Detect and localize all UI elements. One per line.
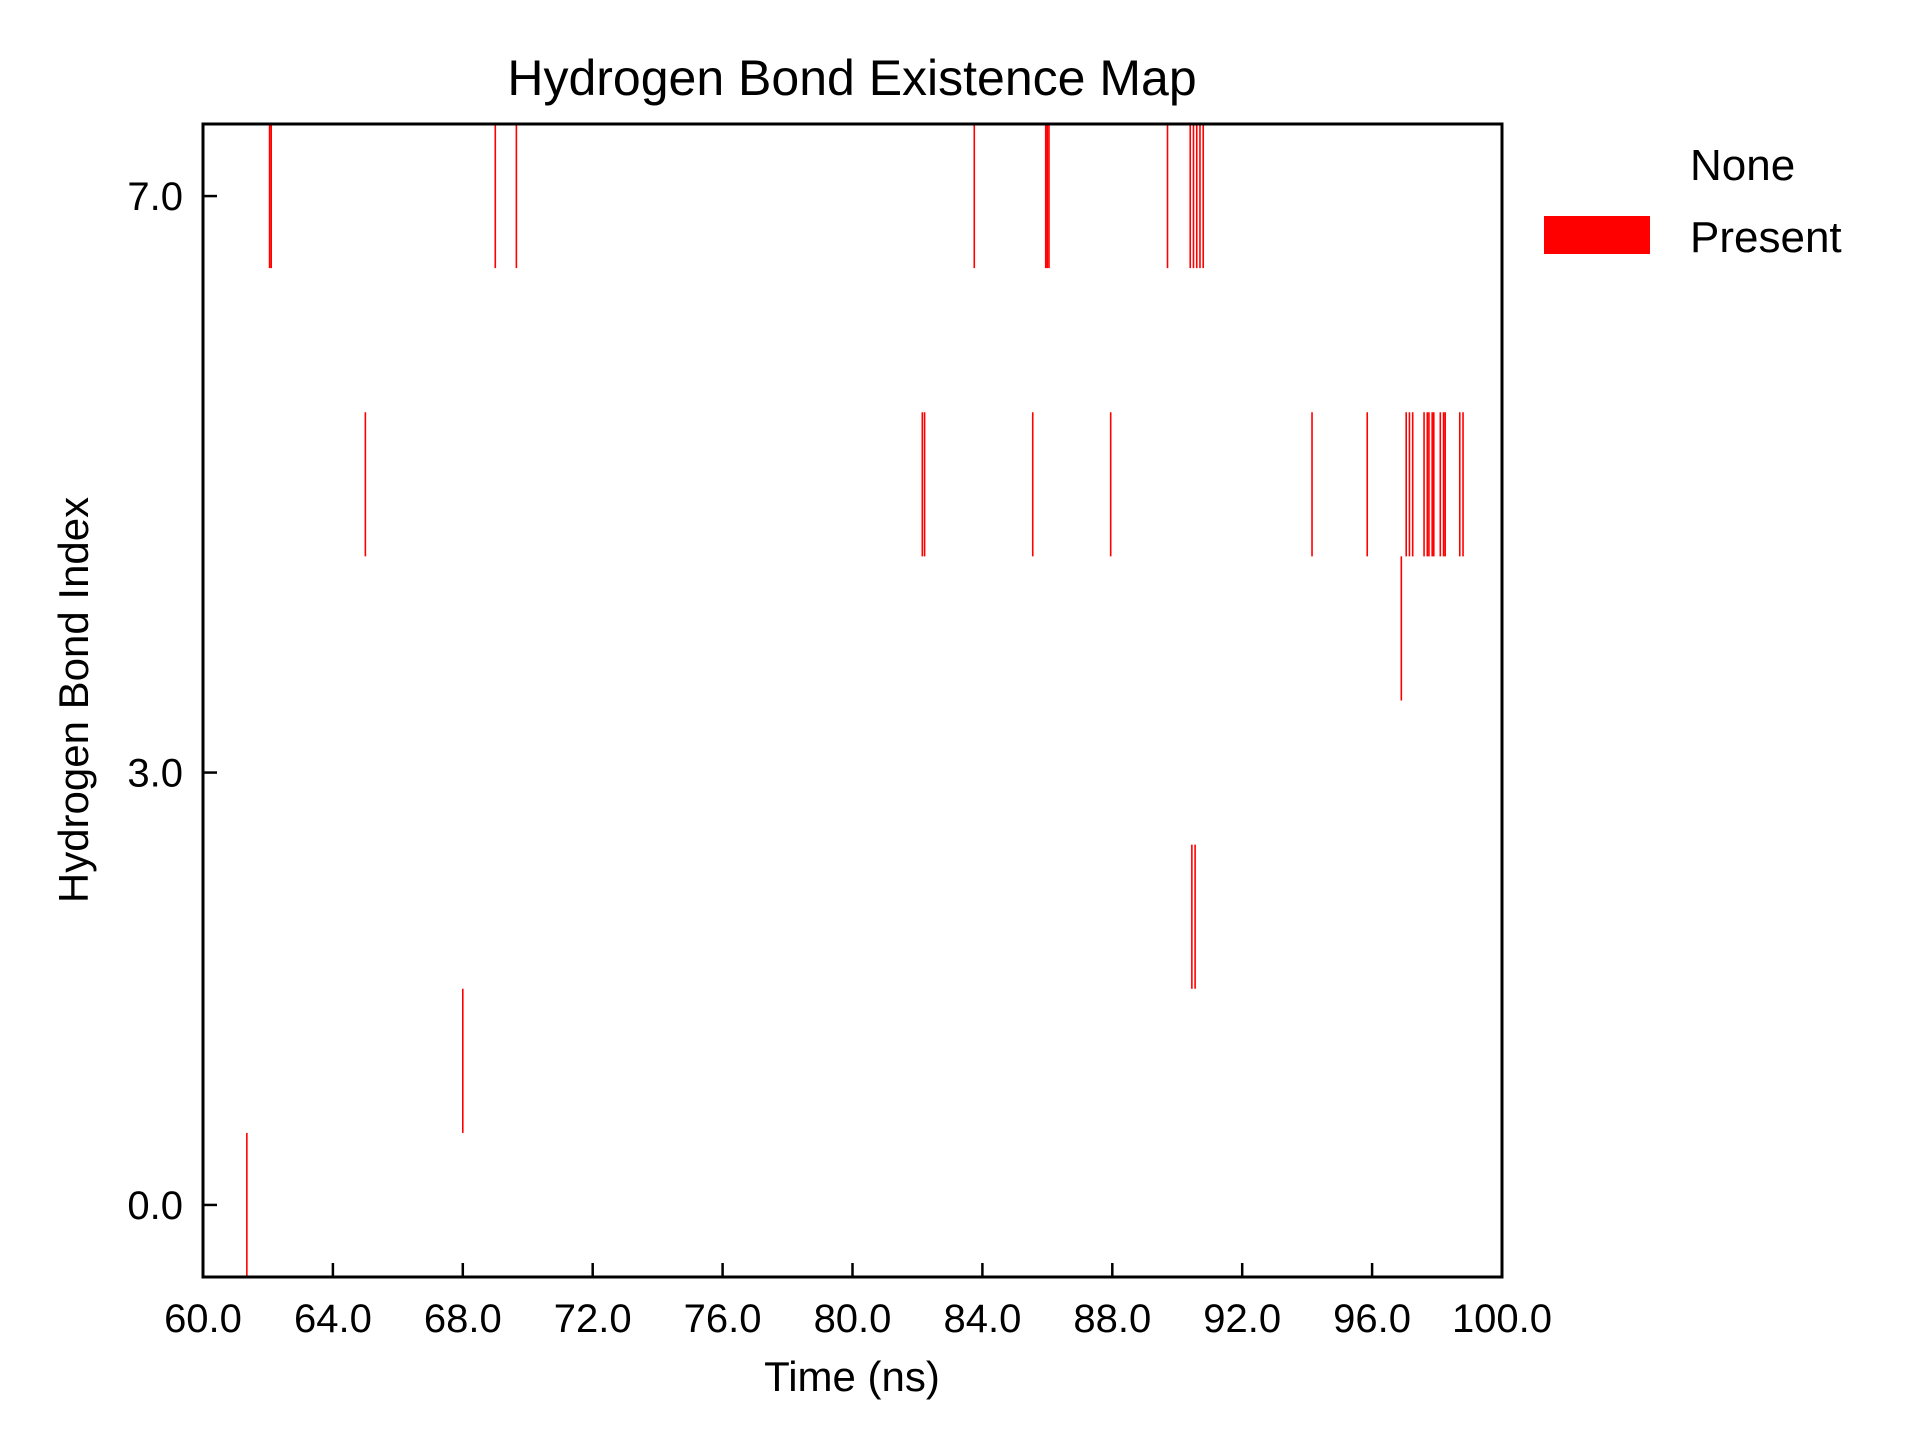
present-segment-bond-5-18	[1458, 412, 1461, 557]
present-segment-bond-7-0	[268, 124, 271, 269]
present-segment-bond-5-1	[921, 412, 924, 557]
present-segment-bond-7-11	[1195, 124, 1198, 269]
y-axis-label: Hydrogen Bond Index	[50, 497, 97, 903]
present-segment-bond-7-1	[270, 124, 272, 269]
x-axis-label: Time (ns)	[764, 1353, 940, 1400]
present-segment-bond-5-3	[1031, 412, 1034, 557]
legend-swatch-none	[1544, 148, 1650, 186]
y-tick-label: 7.0	[127, 175, 183, 219]
present-segment-bond-5-7	[1405, 412, 1407, 557]
present-segment-bond-5-14	[1433, 412, 1435, 557]
present-segment-bond-4-0	[1400, 556, 1403, 701]
x-tick-label: 64.0	[294, 1297, 372, 1341]
present-segment-bond-7-6	[1046, 124, 1049, 269]
present-segment-bond-7-7	[1048, 124, 1050, 269]
y-tick-label: 0.0	[127, 1184, 183, 1228]
x-tick-label: 68.0	[424, 1297, 502, 1341]
x-tick-label: 88.0	[1073, 1297, 1151, 1341]
legend: None Present	[1544, 141, 1842, 262]
present-segment-bond-5-2	[923, 412, 926, 557]
present-segment-bond-0-0	[246, 1132, 248, 1278]
plot-area	[201, 122, 1504, 1279]
present-segment-bond-7-9	[1189, 124, 1192, 269]
legend-swatch-present	[1544, 216, 1650, 254]
x-tick-label: 80.0	[814, 1297, 892, 1341]
x-tick-label: 60.0	[164, 1297, 242, 1341]
present-segment-bond-7-2	[494, 124, 497, 269]
present-segment-bond-5-10	[1423, 412, 1425, 557]
present-segment-bond-5-11	[1426, 412, 1429, 557]
present-segment-bond-7-13	[1202, 124, 1205, 269]
present-segment-bond-5-13	[1431, 412, 1433, 557]
x-tick-label: 72.0	[554, 1297, 632, 1341]
present-segment-bond-5-12	[1428, 412, 1430, 557]
x-tick-label: 76.0	[684, 1297, 762, 1341]
x-tick-label: 92.0	[1203, 1297, 1281, 1341]
legend-label-none: None	[1690, 141, 1795, 190]
present-segment-bond-5-0	[364, 412, 367, 557]
present-segment-bond-5-16	[1442, 412, 1445, 557]
present-segment-bond-5-5	[1311, 412, 1313, 557]
present-segment-bond-5-6	[1366, 412, 1369, 557]
present-segment-bond-5-17	[1444, 412, 1446, 557]
present-segment-bond-5-15	[1439, 412, 1442, 557]
present-segment-bond-7-10	[1192, 124, 1195, 269]
present-segment-bond-7-12	[1199, 124, 1201, 269]
present-segment-bond-2-1	[1194, 844, 1196, 989]
present-segment-bond-7-8	[1166, 124, 1169, 269]
y-tick-label: 3.0	[127, 752, 183, 796]
present-segment-bond-2-0	[1191, 844, 1193, 989]
present-segment-bond-7-5	[1044, 124, 1047, 269]
x-tick-label: 100.0	[1452, 1297, 1552, 1341]
present-segment-bond-7-3	[515, 124, 518, 269]
present-segment-bond-5-8	[1408, 412, 1411, 557]
present-segment-bond-5-19	[1462, 412, 1464, 557]
legend-label-present: Present	[1690, 213, 1842, 262]
present-segment-bond-5-9	[1411, 412, 1414, 557]
present-segments	[246, 124, 1464, 1278]
present-segment-bond-1-0	[462, 988, 464, 1133]
present-segment-bond-7-4	[973, 124, 976, 269]
y-axis-ticks: 0.0 3.0 7.0	[127, 175, 217, 1228]
x-tick-label: 84.0	[943, 1297, 1021, 1341]
chart-title: Hydrogen Bond Existence Map	[507, 50, 1196, 106]
plot-background	[203, 124, 1502, 1277]
present-segment-bond-5-4	[1109, 412, 1112, 557]
x-tick-label: 96.0	[1333, 1297, 1411, 1341]
x-axis-ticks: 60.0 64.0 68.0 72.0 76.0 80.0 84.0 88.0 92.0 96.0…	[164, 1263, 1552, 1341]
